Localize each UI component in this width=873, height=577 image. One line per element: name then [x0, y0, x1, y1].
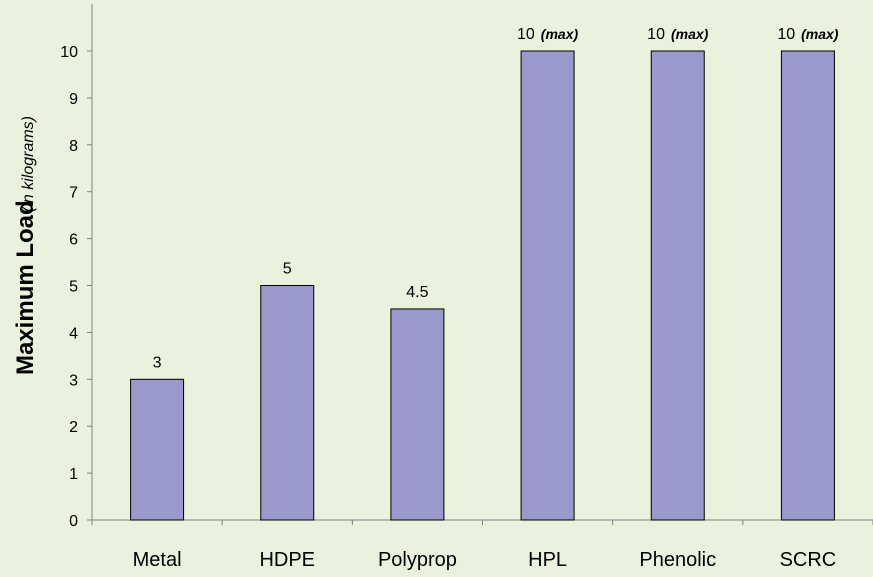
y-tick-label: 8 — [69, 138, 78, 155]
x-tick-label: HDPE — [259, 549, 315, 571]
data-label: 10 (max) — [647, 26, 708, 43]
y-tick-label: 5 — [69, 279, 78, 296]
y-tick-label: 2 — [69, 419, 78, 436]
y-tick-label: 3 — [69, 372, 78, 389]
data-label: 4.5 — [406, 284, 428, 301]
x-tick-label: HPL — [528, 549, 567, 571]
y-tick-label: 0 — [69, 513, 78, 530]
x-tick-label: SCRC — [780, 549, 837, 571]
bar-hpl — [520, 50, 575, 521]
bar-scrc — [780, 50, 835, 521]
bar-polyprop — [390, 308, 445, 521]
y-tick-label: 6 — [69, 232, 78, 249]
y-tick-label: 4 — [69, 325, 78, 342]
data-label: 5 — [283, 261, 292, 278]
y-axis-title: Maximum Load (in kilograms) — [12, 116, 39, 375]
data-label-suffix: (max) — [671, 26, 709, 42]
data-label: 10 (max) — [517, 26, 578, 43]
x-tick-label: Phenolic — [639, 549, 716, 571]
bars — [130, 50, 835, 521]
x-tick-label: Polyprop — [378, 549, 457, 571]
data-label: 10 (max) — [777, 26, 838, 43]
y-axis-label: Maximum Load — [12, 200, 39, 375]
bar-hdpe — [260, 285, 315, 521]
y-tick-label: 1 — [69, 466, 78, 483]
y-tick-label: 9 — [69, 91, 78, 108]
x-axis-labels: Metal HDPE Polyprop HPL Phenolic SCRC — [133, 549, 837, 571]
data-labels: 3 5 4.5 10 (max) 10 (max) 10 (max) — [153, 26, 839, 371]
data-label-suffix: (max) — [541, 26, 579, 42]
y-axis-ticks: 0 1 2 3 4 5 6 7 8 9 10 — [60, 44, 92, 530]
y-tick-label: 10 — [60, 44, 78, 61]
y-tick-label: 7 — [69, 185, 78, 202]
x-tick-label: Metal — [133, 549, 182, 571]
data-label: 3 — [153, 354, 162, 371]
bar-metal — [130, 378, 185, 521]
data-label-suffix: (max) — [801, 26, 839, 42]
y-axis-unit: (in kilograms) — [20, 116, 37, 212]
axes — [91, 4, 873, 525]
bar-phenolic — [650, 50, 705, 521]
